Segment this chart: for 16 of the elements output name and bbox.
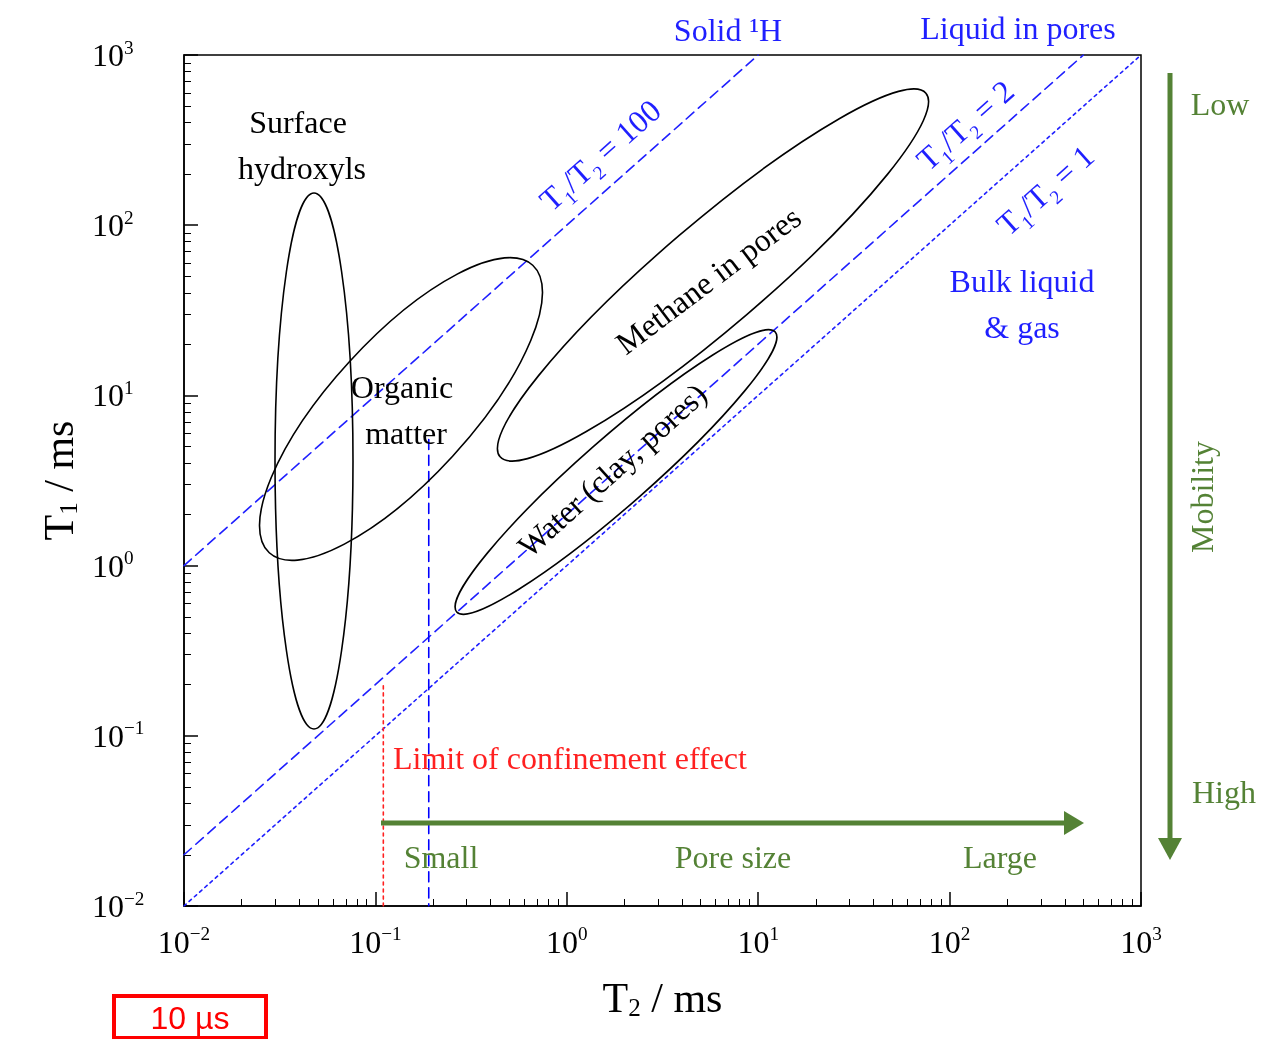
annotation: Pore size — [674, 839, 792, 875]
text: Solid ¹H — [673, 12, 783, 48]
annotation: Bulk liquid & gas — [949, 263, 1095, 345]
annotation: Large — [962, 839, 1038, 875]
annotation: Small — [403, 839, 479, 875]
text: High — [1192, 774, 1256, 810]
annotation: Organic matter — [350, 369, 462, 451]
text: 10 µs — [150, 1000, 230, 1036]
text: Low — [1190, 86, 1250, 122]
annotation: Surface hydroxyls — [238, 104, 366, 186]
y-axis-title: T1 / ms — [36, 420, 83, 541]
text: Liquid in pores — [920, 10, 1116, 46]
text: Mobility — [1184, 440, 1220, 554]
series-label: Limit of confinement effect — [393, 740, 748, 776]
text: T1/T2 = 100 — [532, 92, 668, 218]
x-axis-title: T2 / ms — [602, 974, 723, 1021]
